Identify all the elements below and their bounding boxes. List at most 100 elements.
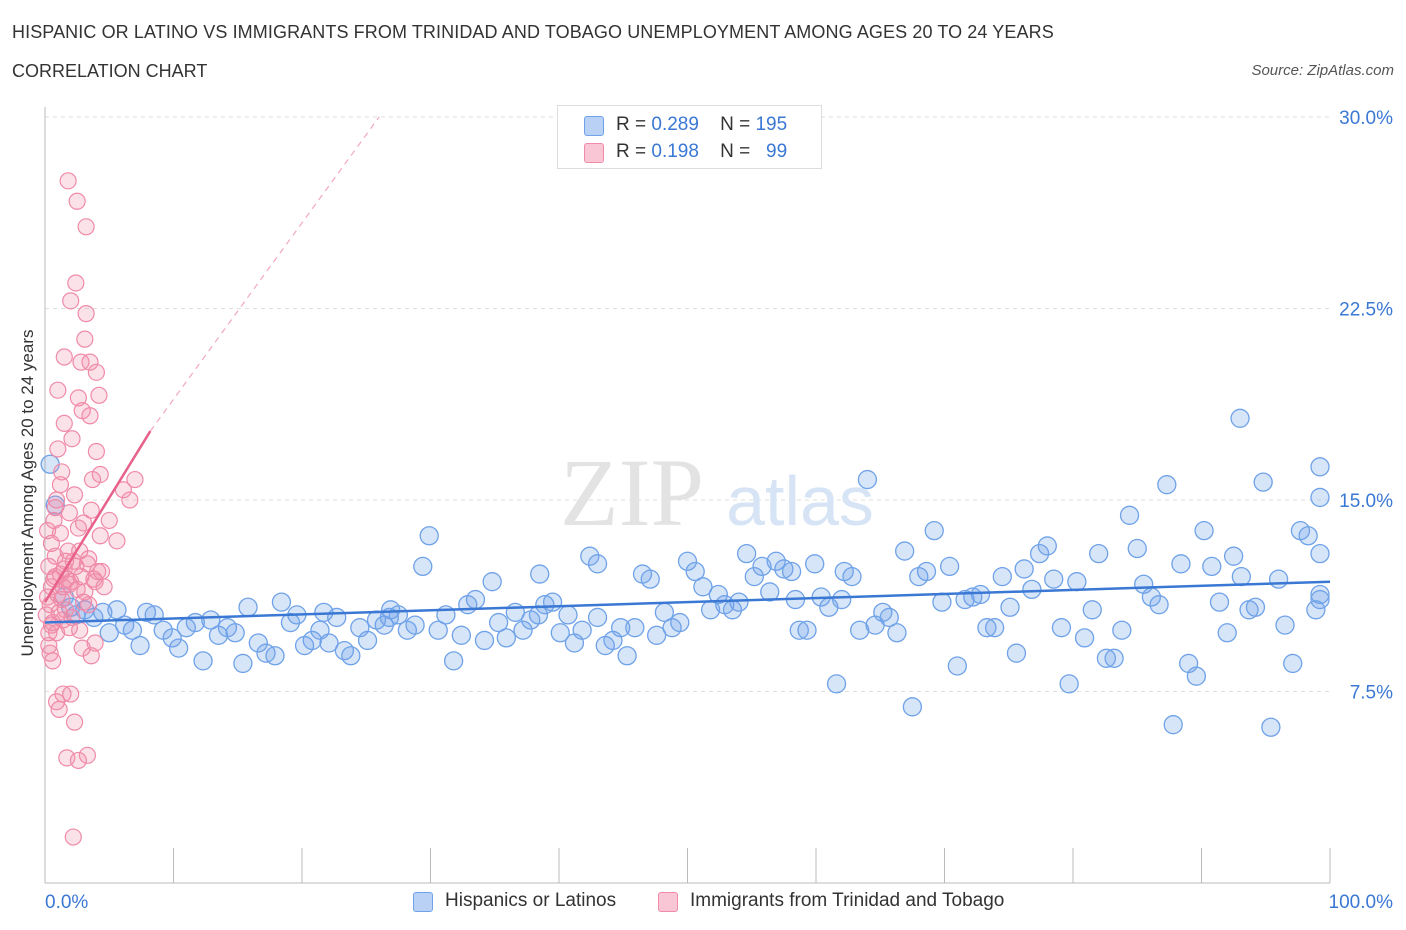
data-point-hispanic bbox=[640, 569, 660, 589]
data-point-trinidad bbox=[108, 532, 126, 550]
data-point-hispanic bbox=[1310, 487, 1330, 508]
data-point-trinidad bbox=[41, 644, 59, 662]
data-point-hispanic bbox=[451, 625, 471, 645]
data-point-hispanic bbox=[611, 618, 631, 638]
data-point-hispanic bbox=[265, 646, 285, 666]
data-point-hispanic bbox=[542, 592, 563, 612]
data-point-trinidad bbox=[92, 562, 111, 581]
data-point-hispanic bbox=[781, 561, 802, 582]
data-point-hispanic bbox=[428, 620, 448, 640]
data-point-trinidad bbox=[67, 274, 85, 292]
data-point-trinidad bbox=[81, 353, 99, 371]
data-point-trinidad bbox=[51, 476, 70, 494]
data-point-hispanic bbox=[1275, 615, 1295, 635]
data-point-hispanic bbox=[319, 633, 339, 653]
data-point-trinidad bbox=[45, 511, 63, 530]
data-point-trinidad bbox=[77, 305, 95, 323]
bottom-legend-swatch-pink bbox=[658, 892, 678, 912]
data-point-hispanic bbox=[1089, 543, 1109, 564]
data-point-hispanic bbox=[1067, 572, 1087, 592]
data-point-hispanic bbox=[1209, 592, 1230, 612]
data-point-trinidad bbox=[91, 465, 109, 484]
data-point-hispanic bbox=[572, 620, 592, 640]
data-point-hispanic bbox=[1283, 653, 1303, 674]
data-point-hispanic bbox=[1022, 579, 1042, 600]
data-point-hispanic bbox=[670, 612, 690, 633]
data-point-hispanic bbox=[302, 630, 322, 651]
data-point-hispanic bbox=[617, 646, 637, 666]
legend-swatch-pink bbox=[584, 143, 604, 163]
data-point-hispanic bbox=[774, 559, 794, 579]
data-point-trinidad bbox=[63, 430, 81, 448]
data-point-trinidad bbox=[69, 519, 88, 537]
data-point-trinidad bbox=[82, 501, 100, 519]
legend-r-label: R = bbox=[616, 141, 647, 162]
data-point-hispanic bbox=[1104, 648, 1124, 668]
data-point-hispanic bbox=[168, 638, 189, 658]
chart-title: HISPANIC OR LATINO VS IMMIGRANTS FROM TR… bbox=[12, 22, 1054, 42]
data-point-hispanic bbox=[797, 620, 817, 640]
data-point-hispanic bbox=[443, 651, 464, 671]
data-point-hispanic bbox=[647, 625, 667, 645]
data-point-hispanic bbox=[225, 623, 245, 643]
data-point-hispanic bbox=[233, 653, 253, 674]
data-point-hispanic bbox=[947, 656, 967, 676]
data-point-hispanic bbox=[932, 592, 952, 612]
legend-swatch-blue bbox=[584, 116, 604, 136]
bottom-legend-label: Hispanics or Latinos bbox=[445, 890, 617, 911]
data-point-hispanic bbox=[842, 566, 862, 587]
legend-n-value: 99 bbox=[766, 141, 788, 162]
data-point-hispanic bbox=[530, 564, 550, 584]
data-point-hispanic bbox=[1037, 536, 1057, 556]
data-point-hispanic bbox=[1149, 595, 1169, 615]
data-point-hispanic bbox=[1230, 408, 1250, 428]
data-point-trinidad bbox=[69, 389, 88, 407]
data-point-hispanic bbox=[482, 572, 502, 592]
data-point-trinidad bbox=[62, 685, 80, 703]
data-point-hispanic bbox=[201, 610, 221, 630]
data-point-trinidad bbox=[121, 491, 139, 509]
data-point-hispanic bbox=[1310, 584, 1330, 605]
data-point-hispanic bbox=[1044, 569, 1064, 589]
data-point-hispanic bbox=[789, 620, 809, 640]
data-point-hispanic bbox=[857, 469, 878, 490]
data-point-hispanic bbox=[99, 623, 119, 643]
data-point-trinidad bbox=[49, 381, 67, 399]
data-point-hispanic bbox=[1310, 589, 1330, 610]
watermark: ZIP atlas bbox=[560, 439, 874, 546]
y-tick-label: 15.0% bbox=[1339, 491, 1393, 512]
data-point-hispanic bbox=[535, 595, 555, 615]
data-point-trinidad bbox=[87, 363, 106, 381]
data-point-trinidad bbox=[74, 593, 93, 611]
data-point-trinidad bbox=[60, 575, 79, 593]
data-point-hispanic bbox=[1253, 472, 1273, 492]
source-label: Source: ZipAtlas.com bbox=[1251, 62, 1394, 79]
data-point-hispanic bbox=[550, 623, 570, 643]
data-point-trinidad bbox=[53, 590, 71, 609]
data-point-hispanic bbox=[587, 554, 608, 574]
data-point-hispanic bbox=[1014, 559, 1034, 579]
data-point-hispanic bbox=[1127, 538, 1147, 559]
data-point-hispanic bbox=[984, 618, 1005, 638]
data-point-trinidad bbox=[59, 172, 77, 190]
data-point-hispanic bbox=[1202, 556, 1222, 577]
legend-n-label: N = bbox=[720, 141, 751, 162]
data-point-trinidad bbox=[53, 463, 71, 481]
series-hispanic-points bbox=[40, 408, 1330, 737]
y-tick-label: 7.5% bbox=[1350, 683, 1393, 704]
data-point-hispanic bbox=[413, 556, 433, 577]
data-point-hispanic bbox=[1298, 526, 1318, 546]
data-point-hispanic bbox=[977, 618, 997, 638]
data-point-hispanic bbox=[1245, 597, 1266, 617]
data-point-hispanic bbox=[558, 605, 578, 625]
data-point-hispanic bbox=[916, 561, 937, 582]
data-point-hispanic bbox=[1268, 569, 1289, 589]
data-point-hispanic bbox=[1186, 666, 1207, 686]
data-point-trinidad bbox=[82, 647, 100, 665]
data-point-hispanic bbox=[744, 566, 764, 587]
trend-line-hispanic bbox=[44, 580, 1331, 624]
data-point-hispanic bbox=[625, 618, 645, 638]
data-point-hispanic bbox=[465, 589, 486, 610]
data-point-trinidad bbox=[60, 619, 79, 637]
